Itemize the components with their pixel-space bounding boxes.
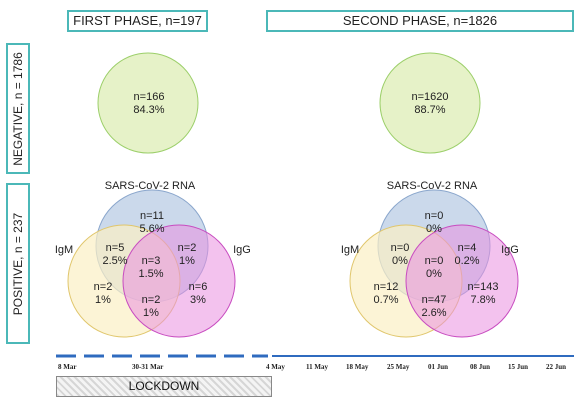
positive-row-label: POSITIVE, n = 237 <box>6 183 30 344</box>
first-negative-pct: 84.3% <box>133 104 164 116</box>
first-rna-only-n: n=11 <box>140 210 164 222</box>
first-igg-circle <box>122 224 236 338</box>
second-rna-only-n: n=0 <box>425 210 444 222</box>
second-phase-header: SECOND PHASE, n=1826 <box>266 10 574 32</box>
tick-15-jun: 15 Jun <box>508 363 528 371</box>
first-all-pct: 1.5% <box>138 268 163 280</box>
lockdown-label: LOCKDOWN <box>128 379 200 393</box>
second-igm-label: IgM <box>341 244 359 256</box>
second-rna-igm-pct: 0% <box>392 255 408 267</box>
first-rna-igm-n: n=5 <box>106 242 125 254</box>
first-rna-igg-pct: 1% <box>179 255 195 267</box>
lockdown-bar: LOCKDOWN <box>56 376 272 397</box>
first-rna-igg-n: n=2 <box>178 242 197 254</box>
second-igm-igg-pct: 2.6% <box>421 307 446 319</box>
second-negative-circle <box>379 52 481 154</box>
second-igg-circle <box>405 224 519 338</box>
first-igm-only-pct: 1% <box>95 294 111 306</box>
second-rna-only-pct: 0% <box>426 223 442 235</box>
second-igm-igg-n: n=47 <box>422 294 447 306</box>
first-igm-igg-pct: 1% <box>143 307 159 319</box>
second-negative-pct: 88.7% <box>414 104 445 116</box>
first-phase-header: FIRST PHASE, n=197 <box>67 10 208 32</box>
second-rna-label: SARS-CoV-2 RNA <box>387 180 478 192</box>
second-igm-only-n: n=12 <box>374 281 399 293</box>
tick-8-mar: 8 Mar <box>58 363 76 371</box>
tick-25-may: 25 May <box>387 363 410 371</box>
second-negative-n: n=1620 <box>411 91 448 103</box>
first-igm-label: IgM <box>55 244 73 256</box>
second-igg-only-pct: 7.8% <box>470 294 495 306</box>
first-igg-only-pct: 3% <box>190 294 206 306</box>
first-igm-only-n: n=2 <box>94 281 113 293</box>
first-rna-only-pct: 5.6% <box>139 223 164 235</box>
second-all-pct: 0% <box>426 268 442 280</box>
second-igm-only-pct: 0.7% <box>373 294 398 306</box>
second-rna-igm-n: n=0 <box>391 242 410 254</box>
tick-18-may: 18 May <box>346 363 369 371</box>
tick-11-may: 11 May <box>306 363 328 371</box>
second-rna-igg-n: n=4 <box>458 242 477 254</box>
first-all-n: n=3 <box>142 255 161 267</box>
second-igg-label: IgG <box>501 244 519 256</box>
first-igm-igg-n: n=2 <box>142 294 161 306</box>
tick-01-jun: 01 Jun <box>428 363 448 371</box>
first-igg-label: IgG <box>233 244 251 256</box>
tick-30-31-mar: 30-31 Mar <box>132 363 163 371</box>
second-rna-igg-pct: 0.2% <box>454 255 479 267</box>
tick-22-jun: 22 Jun <box>546 363 566 371</box>
first-rna-igm-pct: 2.5% <box>102 255 127 267</box>
first-negative-circle <box>97 52 199 154</box>
tick-08-jun: 08 Jun <box>470 363 490 371</box>
first-rna-label: SARS-CoV-2 RNA <box>105 180 196 192</box>
tick-4-may: 4 May <box>266 363 285 371</box>
second-igg-only-n: n=143 <box>468 281 499 293</box>
first-negative-n: n=166 <box>134 91 165 103</box>
second-all-n: n=0 <box>425 255 444 267</box>
first-igg-only-n: n=6 <box>189 281 208 293</box>
negative-row-label: NEGATIVE, n = 1786 <box>6 43 30 174</box>
